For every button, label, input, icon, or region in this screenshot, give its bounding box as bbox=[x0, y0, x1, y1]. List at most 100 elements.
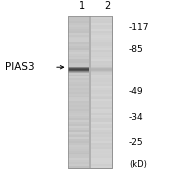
Bar bbox=[68, 16, 112, 168]
Text: (kD): (kD) bbox=[130, 160, 147, 169]
Bar bbox=[68, 40, 89, 42]
Bar bbox=[68, 19, 89, 21]
Bar bbox=[91, 120, 112, 122]
Bar bbox=[91, 158, 112, 160]
Bar bbox=[91, 90, 112, 92]
Bar bbox=[91, 86, 112, 88]
Bar bbox=[68, 69, 89, 71]
Bar bbox=[68, 61, 89, 63]
Bar bbox=[91, 40, 112, 42]
Bar bbox=[68, 46, 89, 48]
Bar bbox=[91, 124, 112, 126]
Bar bbox=[68, 88, 89, 90]
Bar bbox=[68, 73, 89, 75]
Bar bbox=[91, 71, 112, 73]
Bar bbox=[91, 67, 112, 69]
Bar bbox=[68, 23, 89, 25]
Bar bbox=[68, 75, 89, 76]
Bar bbox=[91, 154, 112, 156]
Bar bbox=[68, 156, 89, 158]
Bar bbox=[68, 71, 89, 73]
Bar bbox=[68, 59, 89, 61]
Bar bbox=[91, 37, 112, 39]
Bar bbox=[68, 82, 89, 84]
Bar bbox=[68, 128, 89, 130]
Bar bbox=[91, 82, 112, 84]
Bar bbox=[68, 84, 89, 86]
Bar bbox=[91, 118, 112, 120]
Bar bbox=[91, 97, 112, 99]
Bar bbox=[68, 126, 89, 128]
Bar bbox=[91, 152, 112, 154]
Bar bbox=[68, 39, 89, 40]
Bar bbox=[68, 124, 89, 126]
Bar bbox=[91, 143, 112, 145]
Bar bbox=[68, 97, 89, 99]
Bar bbox=[91, 103, 112, 105]
Bar bbox=[91, 71, 112, 72]
Bar bbox=[91, 69, 112, 71]
Bar bbox=[91, 31, 112, 33]
Bar bbox=[89, 16, 91, 168]
Bar bbox=[68, 29, 89, 31]
Bar bbox=[91, 109, 112, 111]
Bar bbox=[68, 16, 112, 168]
Bar bbox=[68, 134, 89, 135]
Bar bbox=[91, 63, 112, 65]
Bar bbox=[68, 99, 89, 101]
Bar bbox=[91, 145, 112, 147]
Bar bbox=[91, 69, 112, 70]
Bar bbox=[91, 78, 112, 80]
Bar bbox=[91, 149, 112, 151]
Bar bbox=[91, 126, 112, 128]
Bar bbox=[68, 111, 89, 113]
Bar bbox=[91, 139, 112, 141]
Bar bbox=[68, 86, 89, 88]
Bar bbox=[91, 88, 112, 90]
Bar bbox=[91, 107, 112, 109]
Bar bbox=[91, 54, 112, 56]
Bar bbox=[91, 16, 112, 17]
Bar bbox=[91, 48, 112, 50]
Bar bbox=[91, 96, 112, 97]
Bar bbox=[68, 149, 89, 151]
Bar bbox=[91, 164, 112, 166]
Bar bbox=[68, 44, 89, 46]
Bar bbox=[68, 68, 89, 69]
Bar bbox=[68, 132, 89, 134]
Bar bbox=[68, 96, 89, 97]
Bar bbox=[68, 160, 89, 162]
Bar bbox=[68, 166, 89, 168]
Bar bbox=[91, 68, 112, 69]
Bar bbox=[68, 42, 89, 44]
Bar bbox=[68, 72, 89, 73]
Bar bbox=[68, 78, 89, 80]
Bar bbox=[68, 50, 89, 52]
Bar bbox=[91, 92, 112, 94]
Bar bbox=[68, 122, 89, 124]
Bar bbox=[68, 152, 89, 154]
Bar bbox=[91, 156, 112, 158]
Text: -117: -117 bbox=[129, 22, 149, 32]
Text: -85: -85 bbox=[129, 45, 143, 54]
Bar bbox=[68, 90, 89, 92]
Bar bbox=[68, 114, 89, 116]
Bar bbox=[91, 132, 112, 134]
Bar bbox=[91, 114, 112, 116]
Bar bbox=[68, 80, 89, 82]
Bar bbox=[91, 128, 112, 130]
Bar bbox=[91, 99, 112, 101]
Bar bbox=[68, 116, 89, 118]
Bar bbox=[68, 71, 89, 72]
Bar bbox=[68, 17, 89, 19]
Bar bbox=[91, 23, 112, 25]
Bar bbox=[68, 143, 89, 145]
Bar bbox=[68, 67, 89, 69]
Bar bbox=[91, 52, 112, 54]
Bar bbox=[91, 59, 112, 61]
Bar bbox=[68, 145, 89, 147]
Bar bbox=[91, 162, 112, 164]
Bar bbox=[91, 116, 112, 118]
Bar bbox=[91, 39, 112, 40]
Bar bbox=[91, 29, 112, 31]
